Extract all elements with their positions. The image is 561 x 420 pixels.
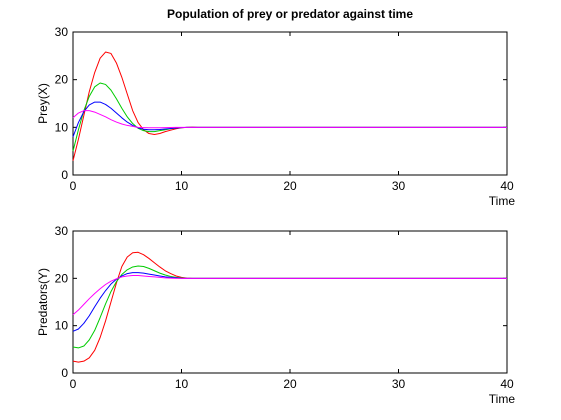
chart-2-series-line-4 [72, 274, 507, 316]
chart-1-xtick-label: 40 [500, 179, 514, 193]
chart-2-xtick-label: 0 [70, 377, 77, 391]
chart-2-xtick-label: 40 [500, 377, 514, 391]
chart-1-ytick-label: 20 [55, 73, 69, 87]
chart-2-ylabel: Predators(Y) [36, 268, 50, 336]
chart-2-ytick-label: 10 [55, 319, 69, 333]
chart-2-axes-frame [72, 230, 508, 374]
chart-1-xlabel: Time [489, 194, 516, 208]
chart-1-ytick-label: 10 [55, 120, 69, 134]
chart-2-xtick-label: 20 [283, 377, 297, 391]
chart-1-xtick-label: 30 [392, 179, 406, 193]
chart-2-xlabel: Time [489, 392, 516, 406]
chart-1-xtick-label: 0 [70, 179, 77, 193]
chart-1-ytick-label: 0 [61, 168, 68, 182]
chart-1-axes-frame [72, 31, 508, 176]
chart-2-xtick-label: 10 [175, 377, 189, 391]
chart-1-series-line-4 [72, 110, 507, 129]
chart-2-ytick-label: 30 [55, 224, 69, 238]
chart-1-ytick-label: 30 [55, 25, 69, 39]
chart-2-ytick-label: 20 [55, 271, 69, 285]
chart-1-ylabel: Prey(X) [36, 83, 50, 124]
chart-1-xtick-label: 10 [175, 179, 189, 193]
chart-2-ytick-label: 0 [61, 366, 68, 380]
chart-2-xtick-label: 30 [392, 377, 406, 391]
chart-1-xtick-label: 20 [283, 179, 297, 193]
figure-title: Population of prey or predator against t… [167, 7, 413, 21]
